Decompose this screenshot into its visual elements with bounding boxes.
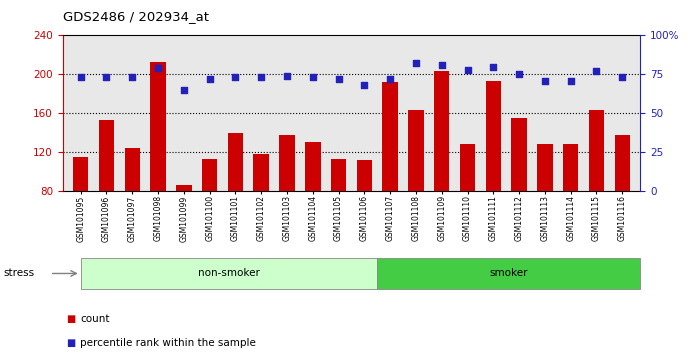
Point — [385, 76, 396, 82]
Point — [152, 65, 164, 71]
Bar — [253, 154, 269, 191]
Point — [281, 73, 292, 79]
Point — [488, 64, 499, 69]
Bar — [512, 118, 527, 191]
Point — [539, 78, 551, 84]
Point — [101, 75, 112, 80]
Bar — [99, 120, 114, 191]
Bar — [202, 159, 217, 191]
Bar — [73, 157, 88, 191]
Bar — [382, 82, 398, 191]
Bar — [615, 135, 630, 191]
Text: percentile rank within the sample: percentile rank within the sample — [80, 338, 256, 348]
Point — [204, 76, 215, 82]
Point — [307, 75, 318, 80]
Point — [514, 72, 525, 77]
Bar — [331, 159, 347, 191]
Bar — [228, 133, 243, 191]
Bar — [279, 135, 294, 191]
Text: non-smoker: non-smoker — [198, 268, 260, 279]
Bar — [460, 144, 475, 191]
Bar — [563, 144, 578, 191]
Point — [255, 75, 267, 80]
Point — [333, 76, 344, 82]
Bar — [305, 142, 321, 191]
Text: smoker: smoker — [489, 268, 528, 279]
Point — [127, 75, 138, 80]
Bar — [176, 185, 191, 191]
Point — [436, 62, 448, 68]
Point — [617, 75, 628, 80]
Point — [75, 75, 86, 80]
Bar — [589, 110, 604, 191]
Text: count: count — [80, 314, 109, 324]
Text: ■: ■ — [66, 314, 75, 324]
Bar — [486, 81, 501, 191]
Point — [230, 75, 241, 80]
Point — [359, 82, 370, 88]
Text: ■: ■ — [66, 338, 75, 348]
Bar — [356, 160, 372, 191]
Bar — [537, 144, 553, 191]
Point — [591, 68, 602, 74]
Point — [565, 78, 576, 84]
Point — [178, 87, 189, 93]
Bar — [150, 62, 166, 191]
Bar — [125, 148, 140, 191]
Text: GDS2486 / 202934_at: GDS2486 / 202934_at — [63, 10, 209, 23]
Bar — [409, 110, 424, 191]
Point — [462, 67, 473, 73]
Text: stress: stress — [3, 268, 35, 279]
Bar — [434, 72, 450, 191]
Point — [411, 61, 422, 66]
